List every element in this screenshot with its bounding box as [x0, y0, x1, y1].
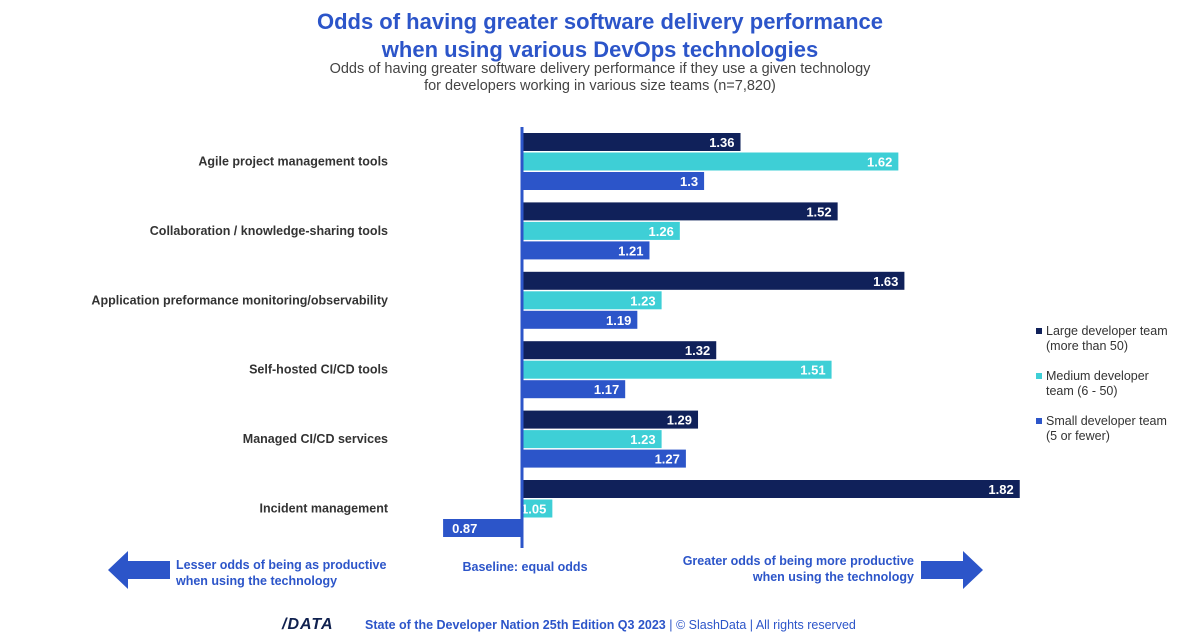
footer: /DATA State of the Developer Nation 25th…: [0, 616, 1200, 636]
chart-title-line-1: Odds of having greater software delivery…: [316, 9, 884, 34]
category-label-agile-project-management-tools: Agile project management tools: [198, 155, 388, 169]
legend-item-medium: Medium developer team (6 - 50): [1036, 369, 1200, 399]
greater-odds-line-2: when using the technology: [752, 570, 914, 584]
category-label-collaboration-knowledge-sharing-tools: Collaboration / knowledge-sharing tools: [150, 224, 388, 238]
value-labels: 1.36 1.62 1.3 1.52 1.26 1.21 1.63 1.23 1.19 1.32 1…: [452, 135, 1014, 536]
bar-large-agile-project-management-tools: [522, 133, 741, 151]
value-label-small-managed-ci-cd-services: 1.27: [655, 452, 680, 467]
value-label-small-self-hosted-ci-cd-tools: 1.17: [594, 382, 619, 397]
slashdata-logo: /DATA: [282, 616, 334, 633]
arrow-left-icon: [108, 551, 170, 589]
lesser-odds-line-1: Lesser odds of being as productive: [176, 558, 387, 572]
bar-medium-agile-project-management-tools: [522, 152, 899, 171]
legend: Large developer team (more than 50) Medi…: [1036, 324, 1200, 459]
value-label-medium-self-hosted-ci-cd-tools: 1.51: [800, 363, 825, 378]
bar-medium-managed-ci-cd-services: [522, 430, 662, 449]
value-label-large-collaboration-knowledge-sharing-tools: 1.52: [806, 204, 831, 219]
value-label-large-self-hosted-ci-cd-tools: 1.32: [685, 343, 710, 358]
footer-rights: | © SlashData | All rights reserved: [665, 618, 856, 632]
value-label-small-agile-project-management-tools: 1.3: [680, 174, 698, 189]
category-labels: Agile project management tools Collaborat…: [91, 155, 388, 516]
chart-title-line-2: when using various DevOps technologies: [381, 37, 819, 62]
category-label-incident-management: Incident management: [260, 502, 389, 516]
bar-small-agile-project-management-tools: [522, 172, 705, 190]
chart-subtitle-line-1: Odds of having greater software delivery…: [329, 61, 871, 77]
legend-swatch-medium: [1036, 373, 1042, 379]
footer-edition: State of the Developer Nation 25th Editi…: [365, 618, 666, 632]
footer-credits: State of the Developer Nation 25th Editi…: [365, 618, 856, 632]
value-label-small-collaboration-knowledge-sharing-tools: 1.21: [618, 243, 643, 258]
category-label-managed-ci-cd-services: Managed CI/CD services: [243, 432, 388, 446]
legend-swatch-small: [1036, 418, 1042, 424]
bar-medium-collaboration-knowledge-sharing-tools: [522, 221, 680, 240]
value-label-medium-agile-project-management-tools: 1.62: [867, 155, 892, 170]
value-label-small-application-preformance-monitoring-observability: 1.19: [606, 313, 631, 328]
bar-small-managed-ci-cd-services: [522, 449, 686, 468]
value-label-large-agile-project-management-tools: 1.36: [709, 135, 734, 150]
value-label-medium-application-preformance-monitoring-observability: 1.23: [630, 293, 655, 308]
chart-subtitle-line-2: for developers working in various size t…: [424, 78, 776, 94]
bar-large-incident-management: [522, 480, 1020, 498]
value-label-large-application-preformance-monitoring-observability: 1.63: [873, 274, 898, 289]
value-label-large-incident-management: 1.82: [988, 482, 1013, 497]
legend-swatch-large: [1036, 328, 1042, 334]
value-label-small-incident-management: 0.87: [452, 521, 477, 536]
legend-label-medium-line-2: team (6 - 50): [1046, 384, 1118, 398]
bars: [443, 133, 1020, 537]
value-label-large-managed-ci-cd-services: 1.29: [667, 413, 692, 428]
bar-large-managed-ci-cd-services: [522, 410, 699, 429]
bar-small-incident-management: [443, 519, 522, 537]
bar-small-application-preformance-monitoring-observability: [522, 310, 638, 329]
legend-item-small: Small developer team (5 or fewer): [1036, 414, 1200, 444]
bar-small-self-hosted-ci-cd-tools: [522, 380, 626, 399]
chart-subtitle: Odds of having greater software delivery…: [0, 61, 1200, 95]
lesser-odds-note: Lesser odds of being as productive when …: [176, 557, 386, 589]
category-label-self-hosted-ci-cd-tools: Self-hosted CI/CD tools: [249, 363, 388, 377]
bar-large-collaboration-knowledge-sharing-tools: [522, 202, 838, 221]
value-label-medium-managed-ci-cd-services: 1.23: [630, 432, 655, 447]
value-label-medium-collaboration-knowledge-sharing-tools: 1.26: [649, 224, 674, 239]
legend-item-large: Large developer team (more than 50): [1036, 324, 1200, 354]
bar-medium-incident-management: [522, 499, 553, 518]
bar-medium-self-hosted-ci-cd-tools: [522, 360, 832, 379]
legend-label-large-line-2: (more than 50): [1046, 339, 1128, 353]
legend-label-small-line-2: (5 or fewer): [1046, 429, 1110, 443]
value-label-medium-incident-management: 1.05: [521, 502, 546, 517]
greater-odds-line-1: Greater odds of being more productive: [682, 554, 914, 568]
baseline-note: Baseline: equal odds: [462, 560, 588, 574]
category-label-application-preformance-monitoring-observability: Application preformance monitoring/obser…: [91, 293, 388, 307]
bar-large-application-preformance-monitoring-observability: [522, 271, 905, 290]
bar-medium-application-preformance-monitoring-observability: [522, 291, 662, 310]
legend-label-small-line-1: Small developer team: [1046, 414, 1167, 428]
greater-odds-note: Greater odds of being more productive wh…: [654, 553, 914, 585]
lesser-odds-line-2: when using the technology: [176, 574, 338, 588]
chart-title: Odds of having greater software delivery…: [0, 8, 1200, 64]
bar-small-collaboration-knowledge-sharing-tools: [522, 241, 650, 260]
legend-label-medium-line-1: Medium developer: [1046, 369, 1149, 383]
legend-label-large-line-1: Large developer team: [1046, 324, 1168, 338]
arrow-right-icon: [921, 551, 983, 589]
bar-large-self-hosted-ci-cd-tools: [522, 341, 717, 360]
